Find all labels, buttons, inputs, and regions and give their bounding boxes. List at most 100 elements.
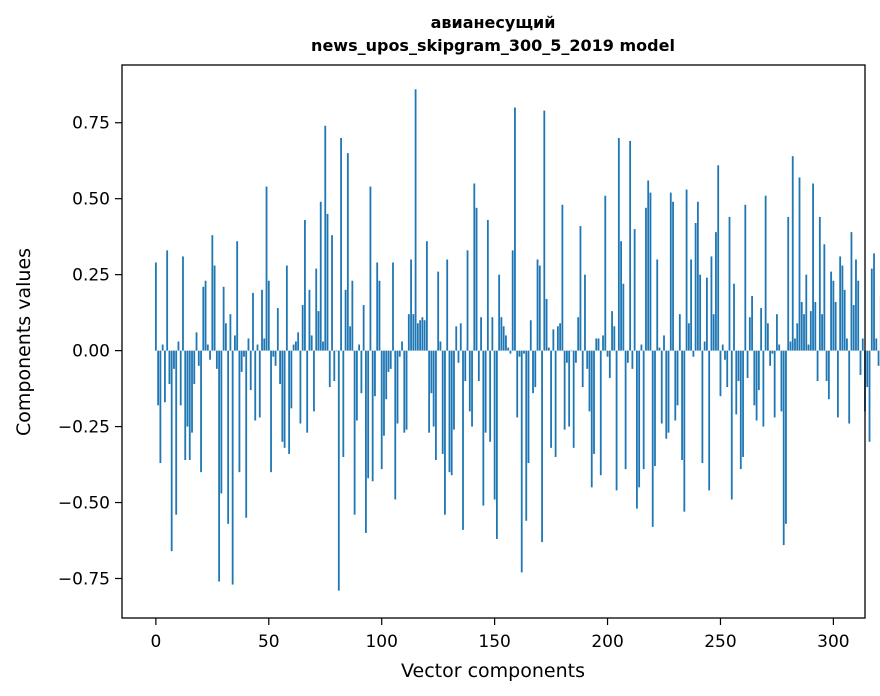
bar-224 — [660, 350, 663, 424]
bar-282 — [791, 156, 794, 351]
bar-140 — [471, 350, 473, 427]
bar-268 — [760, 308, 763, 351]
bar-46 — [258, 350, 261, 418]
bar-53 — [274, 350, 277, 366]
bar-63 — [297, 332, 300, 351]
bar-35 — [234, 335, 236, 351]
bar-242 — [701, 350, 704, 464]
x-tick-label: 300 — [817, 632, 849, 652]
bar-123 — [432, 350, 435, 427]
bar-38 — [240, 350, 243, 372]
bar-57 — [283, 350, 286, 448]
bar-137 — [464, 350, 467, 381]
bar-154 — [502, 326, 505, 351]
bar-80 — [335, 350, 338, 352]
bar-206 — [620, 241, 623, 351]
bar-9 — [175, 350, 178, 515]
bar-266 — [755, 350, 758, 421]
x-axis-ticks: 0 50 100 150 200 250 300 — [150, 618, 850, 652]
bar-91 — [360, 350, 363, 394]
bar-190 — [584, 274, 586, 351]
bar-209 — [626, 350, 629, 363]
bar-29 — [220, 350, 223, 494]
bar-204 — [615, 350, 618, 491]
bar-174 — [547, 347, 550, 351]
x-tick-label: 150 — [478, 632, 510, 652]
bar-278 — [782, 350, 785, 546]
bar-205 — [617, 137, 620, 351]
bar-50 — [267, 280, 270, 351]
y-axis-ticks: −0.75 −0.50 −0.25 0.00 0.25 0.50 0.75 — [58, 114, 122, 590]
bar-132 — [453, 350, 455, 430]
bar-308 — [850, 232, 853, 351]
bar-292 — [814, 302, 817, 351]
bar-136 — [462, 350, 464, 530]
bar-196 — [597, 338, 600, 351]
bar-24 — [209, 350, 211, 360]
bar-317 — [870, 268, 873, 351]
bar-62 — [294, 341, 297, 351]
bar-302 — [836, 350, 839, 418]
bar-16 — [191, 350, 193, 433]
bar-188 — [579, 226, 582, 351]
bar-291 — [812, 183, 814, 351]
bar-58 — [285, 265, 288, 351]
bar-152 — [498, 274, 501, 351]
bar-307 — [848, 350, 851, 424]
chart-subtitle: news_upos_skipgram_300_5_2019 model — [311, 36, 675, 55]
bar-119 — [423, 320, 426, 351]
bar-248 — [715, 232, 717, 351]
bar-176 — [552, 329, 555, 351]
bar-75 — [324, 125, 327, 351]
bar-120 — [425, 241, 428, 351]
bar-163 — [523, 350, 525, 354]
bar-207 — [622, 283, 625, 351]
bar-235 — [685, 189, 688, 351]
bar-70 — [313, 350, 315, 412]
y-tick-label: −0.25 — [58, 418, 110, 438]
bar-237 — [690, 259, 693, 351]
bar-84 — [344, 289, 347, 351]
bar-220 — [651, 350, 654, 527]
plot-frame — [121, 64, 866, 619]
bar-304 — [841, 265, 844, 351]
bar-118 — [421, 317, 424, 351]
bar-299 — [830, 271, 833, 351]
bar-166 — [529, 320, 532, 351]
bar-298 — [827, 350, 830, 400]
bar-195 — [595, 338, 598, 351]
bar-126 — [439, 341, 442, 351]
bar-168 — [534, 350, 537, 388]
bar-236 — [687, 323, 690, 351]
bar-208 — [624, 350, 627, 470]
bar-49 — [265, 186, 268, 351]
bar-69 — [310, 335, 313, 351]
bar-301 — [834, 302, 837, 351]
bar-156 — [507, 347, 510, 351]
bar-173 — [545, 298, 548, 351]
bar-233 — [681, 350, 683, 460]
bar-113 — [410, 259, 412, 351]
bar-39 — [243, 350, 245, 357]
bar-3 — [161, 344, 164, 351]
bar-183 — [568, 350, 571, 427]
bar-162 — [520, 350, 523, 573]
bar-8 — [173, 350, 175, 369]
bar-157 — [509, 350, 512, 354]
bar-147 — [486, 219, 489, 351]
bar-129 — [446, 259, 449, 351]
bar-44 — [254, 350, 257, 421]
bar-200 — [606, 350, 609, 357]
bar-241 — [699, 274, 702, 351]
bar-244 — [706, 277, 708, 351]
bar-256 — [733, 283, 735, 351]
bar-5 — [166, 250, 169, 351]
bar-74 — [322, 341, 324, 351]
bar-2 — [159, 350, 162, 464]
bar-289 — [807, 344, 810, 351]
bar-112 — [407, 314, 410, 351]
bar-223 — [658, 347, 661, 351]
bar-32 — [227, 350, 230, 524]
x-tick-label: 200 — [591, 632, 623, 652]
bar-82 — [340, 137, 342, 351]
